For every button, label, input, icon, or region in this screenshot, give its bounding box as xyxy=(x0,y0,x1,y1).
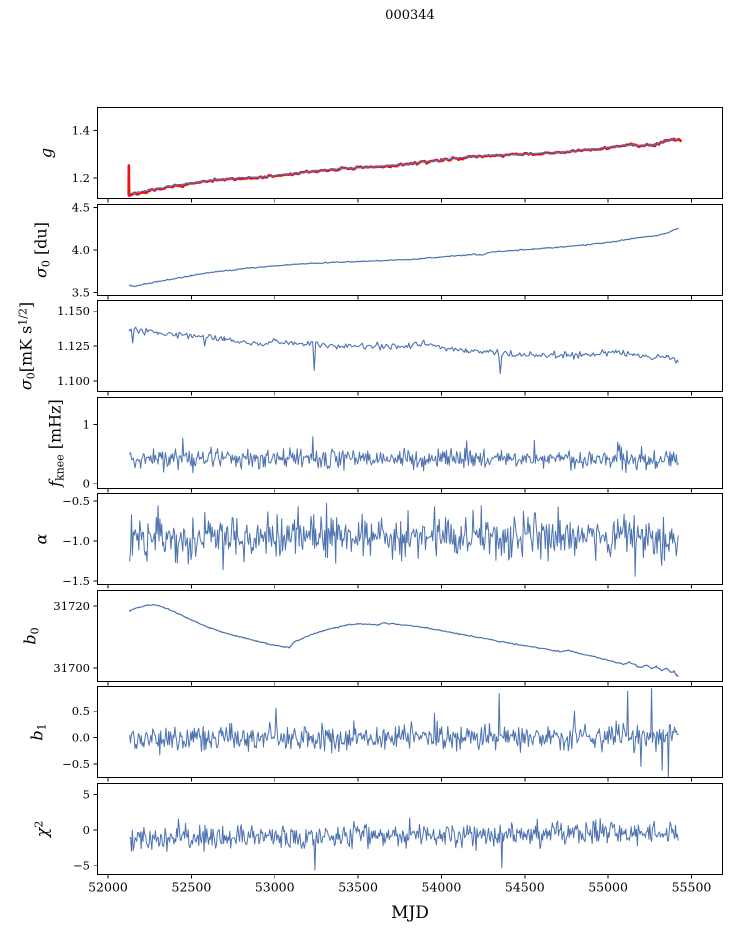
y-tick-label: −5 xyxy=(73,858,90,872)
plot-border xyxy=(97,782,723,875)
y-tick-label: −0.5 xyxy=(62,757,90,771)
x-tick-label: 55000 xyxy=(588,879,628,894)
plot-border xyxy=(97,203,723,296)
x-tick-label: 53500 xyxy=(338,879,378,894)
subplot-chi2: χ2 52000 52500 53000 53500 54000 54500 55000 55… xyxy=(0,782,729,894)
series-line-b0 xyxy=(129,603,679,677)
y-tick-label: 3.5 xyxy=(72,285,90,299)
x-tick-label: 54500 xyxy=(505,879,545,894)
y-tick-label: −0.5 xyxy=(62,494,90,508)
plot-area-b0: 31700 31720 xyxy=(53,589,723,685)
y-tick-label: 0 xyxy=(83,476,90,490)
series-line-alpha xyxy=(129,502,679,577)
y-tick-label: 1.150 xyxy=(57,304,90,318)
y-tick-label: 1.4 xyxy=(72,124,90,138)
plot-border xyxy=(97,107,723,199)
plot-area-fknee: 01 xyxy=(83,396,723,492)
y-tick-label: 31720 xyxy=(53,599,90,613)
series-line-gain-measured xyxy=(127,137,682,197)
y-tick-label: 4.5 xyxy=(72,200,90,214)
x-tick-label: 52500 xyxy=(172,879,212,894)
plot-border xyxy=(97,686,723,778)
series-line-b1 xyxy=(129,688,679,778)
y-tick-label: 1.100 xyxy=(57,374,90,388)
series-line-sigma0-du xyxy=(129,227,679,287)
x-tick-label: 53000 xyxy=(255,879,295,894)
y-tick-label: 31700 xyxy=(53,661,90,675)
y-tick-label: −1.5 xyxy=(62,574,90,588)
plot-border xyxy=(97,396,723,489)
plot-area-chi2: 52000 52500 53000 53500 54000 54500 55000 55500… xyxy=(73,782,723,894)
subplot-b1: b1 −0.5 0.0 0.5 xyxy=(0,686,729,782)
y-tick-label: 0 xyxy=(83,823,90,837)
x-tick-label: 55500 xyxy=(672,879,712,894)
x-tick-label: 54000 xyxy=(422,879,462,894)
plot-area-g: 1.2 1.4 xyxy=(72,107,723,203)
figure-title: 000344 xyxy=(385,8,435,23)
plot-border xyxy=(97,493,723,585)
plot-border xyxy=(97,589,723,682)
y-tick-label: 4.0 xyxy=(72,243,90,257)
y-tick-label: −1.0 xyxy=(62,534,90,548)
subplot-b0: b0 31700 31720 xyxy=(0,589,729,685)
y-tick-label: 1.125 xyxy=(57,339,90,353)
y-tick-label: 1.2 xyxy=(72,171,90,185)
plot-area-sigma0-mks: 1.100 1.125 1.150 xyxy=(57,300,723,396)
subplot-g: g 1.2 1.4 xyxy=(0,107,729,203)
subplot-alpha: α −0.5 −1.0 −1.5 xyxy=(0,493,729,589)
series-line-gain-model xyxy=(129,138,678,195)
subplot-sigma0-du: σ0 [du] 3.5 4.0 4.5 xyxy=(0,200,729,299)
series-line-chi2 xyxy=(129,816,679,871)
y-tick-label: 5 xyxy=(83,787,90,801)
plot-area-alpha: −0.5 −1.0 −1.5 xyxy=(62,493,723,589)
plot-border xyxy=(97,300,723,392)
plot-area-b1: −0.5 0.0 0.5 xyxy=(62,686,723,782)
y-tick-label: 0.0 xyxy=(72,731,90,745)
x-tick-label: 52000 xyxy=(88,879,128,894)
x-axis-label: MJD xyxy=(391,903,429,923)
series-line-sigma0-mks xyxy=(129,326,679,375)
series-line-fknee xyxy=(129,435,679,473)
y-tick-label: 1 xyxy=(83,417,90,431)
subplot-sigma0-mks: σ0[mK s1/2] 1.100 1.125 1.150 xyxy=(0,300,729,396)
y-tick-label: 0.5 xyxy=(72,704,90,718)
plot-area-sigma0-du: 3.5 4.0 4.5 xyxy=(72,200,723,299)
